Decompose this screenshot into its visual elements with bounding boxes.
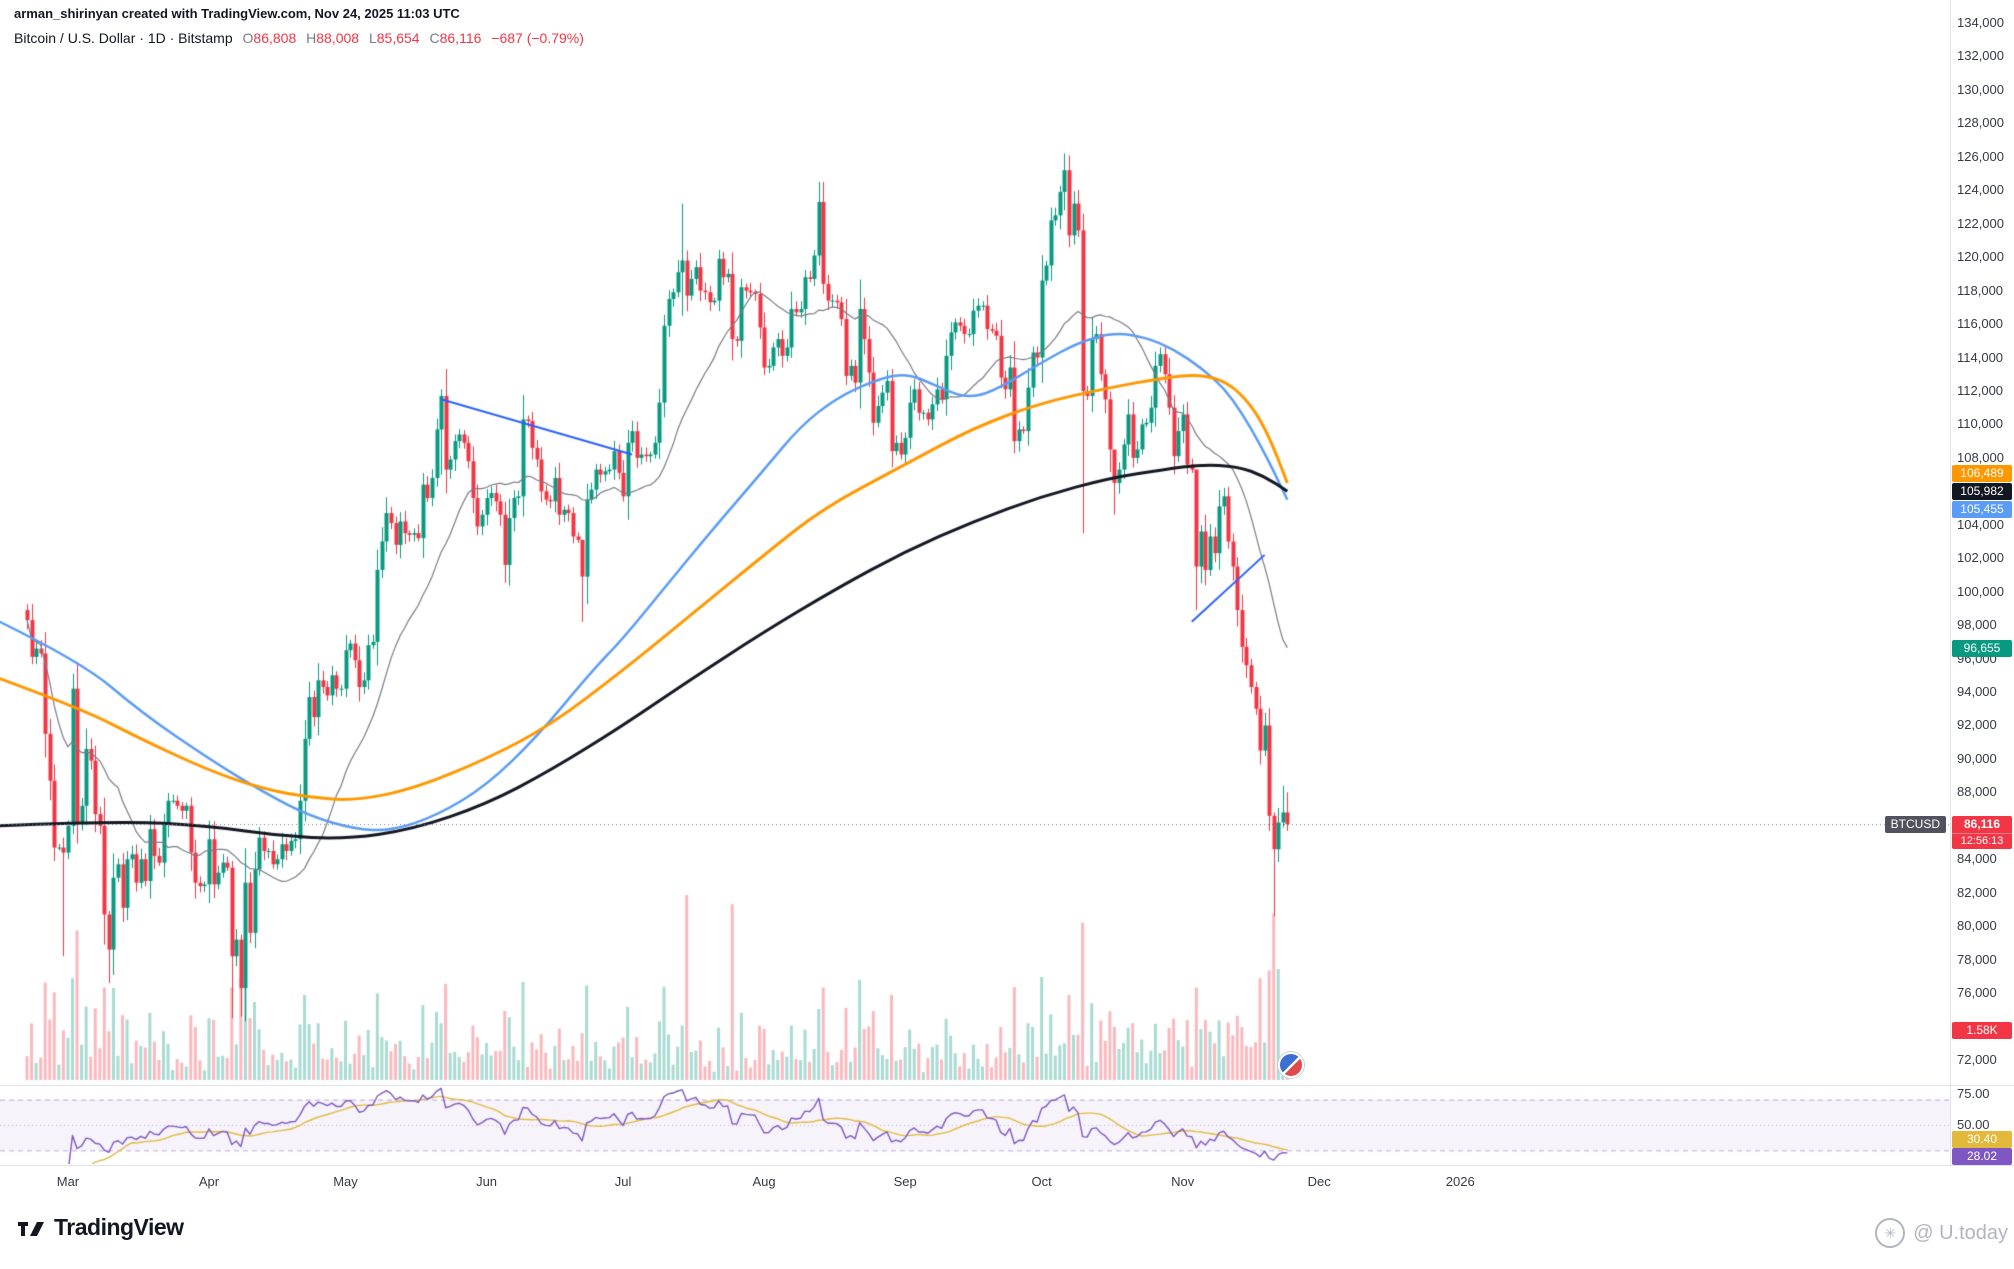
utoday-icon: ✳: [1875, 1218, 1906, 1248]
price-axis-label: 72,000: [1957, 1052, 1997, 1067]
price-axis-label: 76,000: [1957, 985, 1997, 1001]
tradingview-logo[interactable]: TradingView: [16, 1212, 184, 1242]
time-axis-label: Jul: [614, 1174, 632, 1189]
price-axis-label: 80,000: [1957, 918, 1997, 934]
price-axis-label: 122,000: [1957, 215, 2004, 231]
attribution-text: arman_shirinyan created with TradingView…: [14, 6, 460, 21]
price-axis-label: 90,000: [1957, 750, 1997, 766]
price-axis-label: 118,000: [1957, 282, 2004, 298]
pane-separator[interactable]: [0, 1085, 2014, 1086]
price-axis-label: 124,000: [1957, 182, 2004, 198]
ohlc-high-value: 88,008: [316, 30, 360, 46]
time-axis-label: Oct: [1031, 1174, 1052, 1189]
time-axis-label: Apr: [198, 1174, 220, 1189]
ohlc-close-value: 86,116: [439, 30, 482, 46]
price-axis-border: [1950, 0, 1951, 1165]
ohlc-close-label: C: [429, 30, 440, 46]
price-axis-label: 84,000: [1957, 851, 1997, 867]
last-price-label: 86,116 12:56:13: [1952, 816, 2012, 849]
price-axis-label: 104,000: [1957, 516, 2004, 532]
price-axis-label: 130,000: [1957, 81, 2004, 97]
price-axis-label: 78,000: [1957, 951, 1997, 967]
time-axis-label: Nov: [1171, 1174, 1195, 1189]
ohlc-open-label: O: [242, 30, 254, 46]
time-axis-label: Aug: [752, 1174, 776, 1189]
symbol-title[interactable]: Bitcoin / U.S. Dollar · 1D · Bitstamp: [14, 30, 233, 46]
time-axis-label: Dec: [1307, 1174, 1331, 1189]
price-axis-label: 100,000: [1957, 583, 2004, 599]
tradingview-logo-icon: [18, 1222, 44, 1236]
time-axis-label: Mar: [56, 1174, 80, 1189]
rsi-tick-50: 50.00: [1957, 1117, 1990, 1132]
time-axis-label: 2026: [1445, 1174, 1475, 1189]
rsi-value-label: 28.02: [1952, 1148, 2012, 1165]
ma21-price-label: 96,655: [1952, 640, 2012, 657]
time-axis-label: Jun: [476, 1174, 498, 1189]
price-axis-label: 116,000: [1957, 316, 2004, 332]
price-axis-label: 94,000: [1957, 684, 1997, 700]
source-watermark: ✳ @ U.today: [1875, 1218, 2008, 1248]
ohlc-low-value: 85,654: [376, 30, 420, 46]
ma100-price-label: 106,489: [1952, 465, 2012, 482]
price-axis-label: 92,000: [1957, 717, 1997, 733]
price-axis-label: 134,000: [1957, 15, 2004, 30]
time-axis-label: Sep: [893, 1174, 917, 1189]
ohlc-high-label: H: [306, 30, 317, 46]
price-axis-label: 88,000: [1957, 784, 1997, 800]
time-axis-label: May: [333, 1174, 358, 1189]
ma200-price-label: 105,982: [1952, 483, 2012, 500]
rsi-ma-value-label: 30.40: [1952, 1131, 2012, 1148]
bar-countdown: 12:56:13: [1952, 833, 2012, 849]
price-axis-label: 112,000: [1957, 382, 2004, 398]
instrument-icon: [1278, 1052, 1304, 1078]
pane-separator[interactable]: [0, 1165, 2014, 1166]
tradingview-logo-text: TradingView: [54, 1213, 184, 1240]
price-axis-label: 108,000: [1957, 449, 2004, 465]
price-axis-label: 98,000: [1957, 617, 1997, 633]
price-axis-label: 132,000: [1957, 48, 2004, 64]
symbol-info-bar: Bitcoin / U.S. Dollar · 1D · Bitstamp O8…: [14, 30, 584, 46]
price-axis-label: 128,000: [1957, 115, 2004, 131]
price-axis-label: 82,000: [1957, 884, 1997, 900]
ma50-price-label: 105,455: [1952, 501, 2012, 518]
rsi-tick-75: 75.00: [1957, 1086, 1990, 1101]
ohlc-low-label: L: [368, 30, 377, 46]
watermark-text: @ U.today: [1913, 1221, 2008, 1244]
price-axis-label: 126,000: [1957, 148, 2004, 164]
ohlc-open-value: 86,808: [253, 30, 297, 46]
last-price-value: 86,116: [1963, 817, 2001, 831]
price-axis-label: 114,000: [1957, 349, 2004, 365]
ohlc-change-value: −687 (−0.79%): [491, 30, 584, 46]
volume-value-label: 1.58K: [1952, 1022, 2012, 1039]
price-axis-label: 120,000: [1957, 249, 2004, 265]
symbol-ticker-tag: BTCUSD: [1884, 816, 1946, 833]
price-axis-label: 110,000: [1957, 416, 2004, 432]
price-axis-label: 102,000: [1957, 550, 2004, 566]
